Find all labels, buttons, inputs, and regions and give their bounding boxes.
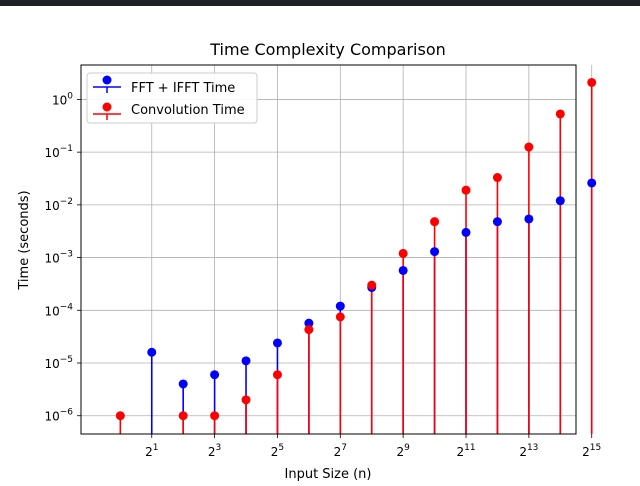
y-tick-label: 10−1 bbox=[44, 144, 73, 160]
legend-label-convolution: Convolution Time bbox=[131, 103, 245, 118]
y-tick-label: 10−2 bbox=[44, 197, 73, 213]
legend-box bbox=[86, 72, 258, 124]
stem-marker-convolution bbox=[398, 248, 408, 258]
stem-marker-convolution bbox=[555, 109, 565, 119]
y-axis-ticks: 10−6 10−5 10−4 10−3 10−2 10−1 100 bbox=[44, 91, 81, 424]
stem-marker-fft bbox=[272, 338, 282, 348]
stem-marker-convolution bbox=[178, 411, 188, 421]
legend-item-convolution: Convolution Time bbox=[93, 102, 245, 120]
legend-item-fft: FFT + IFFT Time bbox=[93, 75, 235, 96]
stem-marker-convolution bbox=[430, 217, 440, 227]
stem-marker-fft bbox=[524, 214, 534, 224]
x-tick-label: 213 bbox=[519, 443, 538, 459]
stem-marker-convolution bbox=[587, 77, 597, 87]
stem-marker-fft bbox=[147, 347, 157, 357]
stem-marker-fft bbox=[241, 356, 251, 366]
legend-marker-fft bbox=[102, 75, 112, 85]
stem-marker-convolution bbox=[524, 142, 534, 152]
x-tick-label: 27 bbox=[334, 443, 347, 459]
stem-marker-fft bbox=[492, 217, 502, 227]
axes-frame bbox=[80, 64, 577, 435]
y-axis-label: Time (seconds) bbox=[17, 190, 32, 290]
y-tick-label: 10−3 bbox=[44, 250, 73, 266]
x-tick-label: 215 bbox=[582, 443, 601, 459]
x-tick-label: 21 bbox=[145, 443, 158, 459]
x-tick-label: 25 bbox=[271, 443, 284, 459]
plot-area: 21 23 25 27 29 211 213 215 10−6 10−5 10−4 10−3 10−2… bbox=[44, 64, 601, 459]
chart-title: Time Complexity Comparison bbox=[209, 40, 446, 59]
stem-marker-fft bbox=[461, 227, 471, 237]
stem-marker-fft bbox=[587, 178, 597, 188]
y-tick-label: 10−6 bbox=[44, 408, 73, 424]
stem-lines bbox=[119, 82, 593, 434]
stem-marker-fft bbox=[304, 318, 314, 328]
x-tick-label: 23 bbox=[208, 443, 221, 459]
legend: FFT + IFFT Time Convolution Time bbox=[86, 72, 258, 124]
stem-marker-fft bbox=[430, 247, 440, 257]
stem-marker-convolution bbox=[241, 395, 251, 405]
legend-marker-convolution bbox=[102, 102, 112, 112]
stem-marker-convolution bbox=[304, 325, 314, 335]
stem-marker-convolution bbox=[461, 185, 471, 195]
stem-marker-convolution bbox=[272, 370, 282, 380]
stem-marker-convolution bbox=[492, 173, 502, 183]
y-tick-label: 100 bbox=[52, 91, 73, 107]
stem-marker-convolution bbox=[210, 411, 220, 421]
y-tick-label: 10−4 bbox=[44, 302, 73, 318]
chart-figure: Time Complexity Comparison 21 23 25 27 29 211… bbox=[17, 40, 601, 482]
stem-marker-fft bbox=[210, 370, 220, 380]
x-tick-label: 211 bbox=[456, 443, 475, 459]
y-tick-label: 10−5 bbox=[44, 355, 73, 371]
stem-marker-convolution bbox=[335, 312, 345, 322]
stem-markers bbox=[115, 77, 597, 421]
stem-marker-fft bbox=[398, 265, 408, 275]
stem-marker-convolution bbox=[367, 280, 377, 290]
x-tick-label: 29 bbox=[396, 443, 410, 459]
stem-marker-fft bbox=[555, 196, 565, 206]
stem-marker-fft bbox=[335, 301, 345, 311]
stem-marker-convolution bbox=[115, 411, 125, 421]
stem-marker-fft bbox=[178, 379, 188, 389]
x-axis-label: Input Size (n) bbox=[285, 467, 372, 482]
legend-label-fft: FFT + IFFT Time bbox=[131, 81, 235, 96]
window-top-bar bbox=[0, 0, 640, 6]
x-axis-ticks: 21 23 25 27 29 211 213 215 bbox=[145, 434, 601, 459]
